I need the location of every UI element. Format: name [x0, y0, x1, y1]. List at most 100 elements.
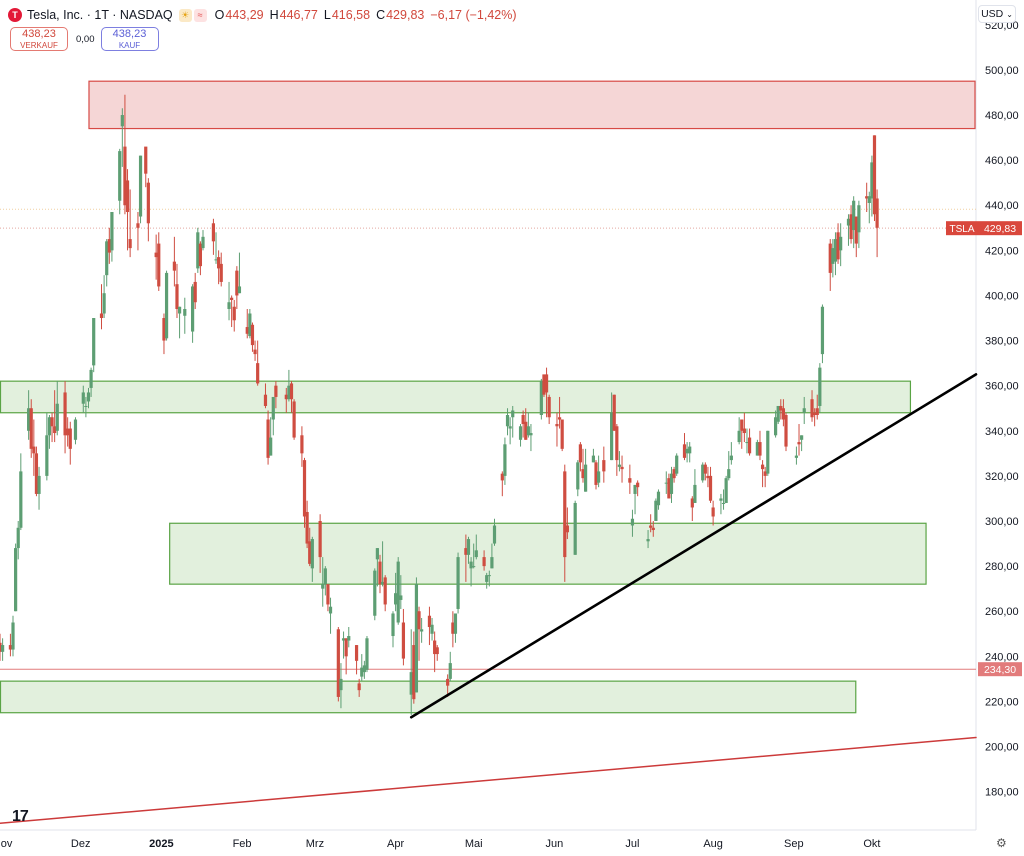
candle-body — [784, 415, 788, 447]
candle-body — [810, 399, 814, 418]
candle-body — [630, 518, 635, 526]
candle-body — [651, 527, 655, 531]
candle — [690, 496, 694, 522]
candle — [308, 527, 312, 567]
candle-body — [328, 606, 333, 614]
candle-body — [29, 408, 33, 449]
candle-body — [19, 471, 23, 528]
candle-body — [779, 405, 783, 411]
trade-panel: 438,23 VERKAUF 0,00 438,23 KAUF — [10, 27, 159, 51]
candle-body — [125, 180, 130, 213]
candle — [729, 442, 733, 465]
candle — [617, 451, 622, 472]
candle-body — [336, 629, 340, 697]
candle-body — [763, 471, 767, 476]
candle-body — [584, 464, 588, 492]
candle — [16, 521, 20, 560]
candle-body — [55, 403, 59, 431]
candle-body — [37, 475, 41, 494]
candle — [836, 223, 840, 264]
candle-body — [610, 412, 614, 461]
candle — [164, 270, 169, 341]
candle-body — [685, 448, 689, 454]
candle-body — [289, 383, 294, 400]
candle-body — [576, 462, 580, 490]
candle-body — [815, 408, 819, 415]
candle-body — [86, 392, 91, 402]
close-label: C — [376, 8, 386, 22]
candle-body — [11, 622, 15, 650]
candle — [482, 550, 486, 571]
time-tick-label: Sep — [784, 838, 804, 850]
buy-button[interactable]: 438,23 KAUF — [100, 27, 159, 51]
candle — [399, 575, 403, 609]
candle — [196, 227, 200, 273]
candle — [737, 417, 741, 445]
candle-body — [0, 642, 2, 652]
candle — [524, 408, 528, 440]
candle — [323, 566, 327, 596]
candle-body — [8, 645, 13, 650]
candle-body — [99, 313, 104, 319]
candle — [505, 408, 510, 436]
candle-body — [490, 557, 494, 569]
candle — [839, 223, 843, 267]
time-tick-label: Jul — [625, 838, 639, 850]
wave-icon[interactable]: ≈ — [193, 8, 207, 22]
candle — [646, 530, 650, 549]
candle — [633, 484, 637, 515]
candle — [430, 617, 434, 641]
candle-body — [594, 462, 598, 485]
candle — [177, 306, 182, 339]
candle-body — [591, 455, 596, 463]
currency-select[interactable]: USD ⌄ — [978, 5, 1016, 23]
candle-body — [271, 396, 275, 420]
candle-body — [144, 146, 148, 174]
candle-body — [237, 286, 242, 294]
symbol-title[interactable]: Tesla, Inc. · 1T · NASDAQ — [27, 8, 173, 22]
candle — [125, 169, 130, 251]
candle-body — [518, 426, 523, 440]
candle-body — [430, 624, 434, 634]
candle — [474, 534, 478, 560]
candle — [854, 216, 858, 258]
sun-icon[interactable]: ☀ — [178, 8, 192, 22]
grid — [0, 0, 977, 831]
candle-body — [318, 521, 322, 558]
low-value: 416,58 — [331, 8, 371, 22]
tradingview-logo-icon[interactable]: 17 — [12, 808, 29, 825]
candle — [682, 433, 687, 461]
candle — [597, 455, 601, 488]
candle-body — [375, 548, 379, 560]
sell-button[interactable]: 438,23 VERKAUF — [10, 27, 68, 51]
candle-body — [383, 577, 387, 605]
candle — [485, 572, 489, 589]
candle — [503, 437, 507, 485]
candle-body — [776, 405, 780, 422]
gear-icon[interactable]: ⚙ — [996, 836, 1007, 850]
candle — [120, 108, 124, 167]
candle — [305, 500, 309, 549]
candle-body — [211, 223, 216, 242]
candle — [227, 281, 231, 321]
candle-body — [456, 557, 460, 609]
candle — [230, 295, 234, 328]
tesla-logo-icon: T — [8, 8, 22, 22]
candle — [53, 390, 57, 443]
candle — [336, 627, 340, 702]
candle-body — [797, 442, 801, 445]
candle-body — [544, 374, 549, 393]
candle-body — [219, 263, 223, 282]
candle-body — [846, 218, 851, 226]
candle-body — [123, 146, 127, 206]
price-tick-label: 420,00 — [985, 245, 1019, 257]
candle — [193, 272, 197, 309]
candle-body — [136, 223, 140, 228]
candle — [347, 627, 351, 648]
candle-body — [232, 306, 236, 321]
candle — [357, 678, 361, 697]
candle — [852, 196, 856, 249]
candle — [675, 453, 679, 476]
candle — [375, 548, 379, 587]
